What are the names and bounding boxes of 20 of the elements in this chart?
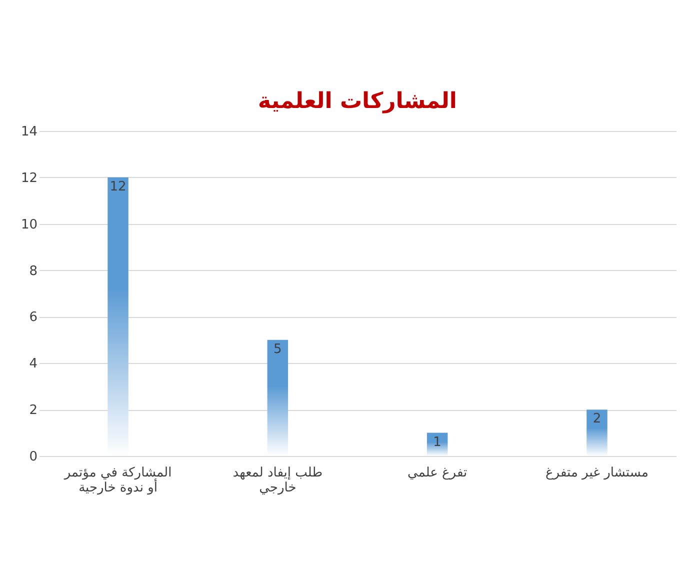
bar	[586, 410, 608, 456]
data-label: 5	[274, 342, 282, 357]
y-tick-label: 8	[29, 264, 38, 279]
x-tick-label: طلب إيفاد لمعهد خارجي	[232, 466, 323, 496]
y-tick-label: 4	[29, 356, 38, 372]
chart-title: المشاركات العلمية	[258, 89, 457, 114]
y-tick-label: 6	[29, 310, 38, 326]
y-tick-label: 0	[29, 450, 38, 464]
y-tick-label: 12	[20, 170, 38, 186]
x-tick-label: المشاركة في مؤتمر أو ندوة خارجية	[63, 466, 172, 496]
y-tick-label: 14	[20, 124, 38, 140]
data-label: 1	[433, 434, 442, 450]
x-tick-label: مستشار غير متفرغ	[546, 466, 648, 480]
data-label: 2	[592, 412, 602, 427]
bar	[426, 432, 448, 456]
y-tick-label: 10	[20, 217, 38, 232]
data-label: 12	[110, 179, 126, 194]
bar	[267, 340, 288, 456]
x-tick-label: تفرغ علمي	[407, 466, 468, 480]
y-tick-label: 2	[29, 403, 38, 418]
